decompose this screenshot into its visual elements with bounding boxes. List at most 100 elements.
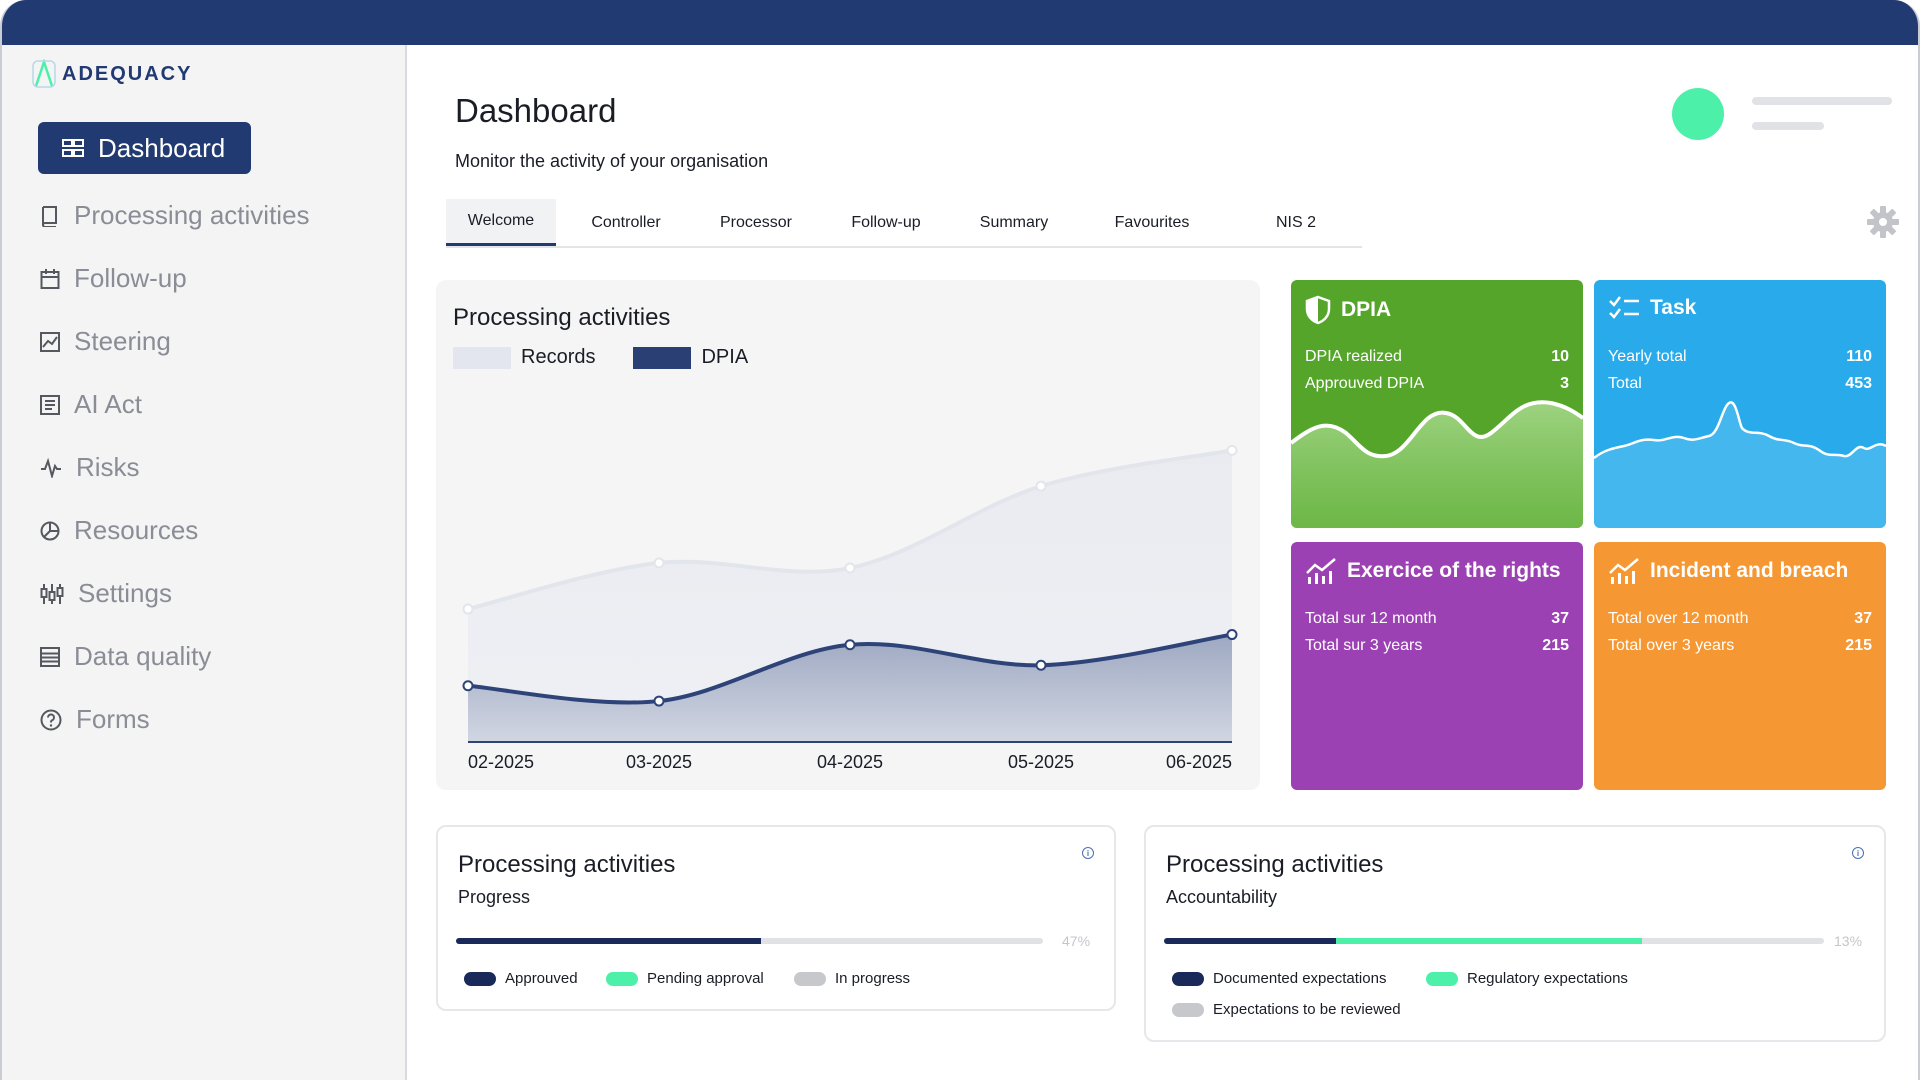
sidebar-item-label: Follow-up — [74, 263, 187, 293]
tile-header: Task — [1608, 295, 1696, 321]
tile-row-label: DPIA realized — [1305, 348, 1402, 365]
help-icon — [40, 709, 62, 730]
page-title: Dashboard — [455, 92, 617, 129]
exercice-of-rights-tile[interactable]: Exercice of the rights Total sur 12 mont… — [1291, 542, 1583, 790]
progress-percent: 47% — [1062, 933, 1091, 949]
legend-pending-approval: Pending approval — [606, 970, 764, 987]
tab-bar: Welcome Controller Processor Follow-up S… — [446, 199, 1362, 248]
tile-row-value: 3 — [1560, 375, 1569, 392]
card-title: Processing activities — [458, 851, 676, 878]
x-tick-label: 02-2025 — [468, 752, 534, 772]
sidebar-item-follow-up[interactable]: Follow-up — [40, 263, 187, 294]
tile-header: Incident and breach — [1608, 557, 1848, 585]
card-subtitle: Progress — [458, 887, 531, 907]
legend-swatch-records — [453, 346, 511, 369]
data-point-records-1 — [653, 557, 665, 569]
list-icon — [40, 646, 60, 667]
tile-row-value: 215 — [1845, 637, 1872, 654]
accountability-segment-1 — [1335, 938, 1643, 944]
sidebar-item-processing-activities[interactable]: Processing activities — [40, 200, 310, 231]
area-chart: 02-2025 03-2025 04-2025 05-2025 06-2025 — [462, 444, 1238, 772]
tab-follow-up[interactable]: Follow-up — [851, 213, 921, 231]
tab-processor[interactable]: Processor — [719, 213, 793, 231]
legend-swatch — [464, 971, 496, 986]
sidebar-item-forms[interactable]: Forms — [40, 704, 150, 735]
task-sparkline — [1594, 401, 1886, 528]
legend-swatch — [1172, 1002, 1204, 1017]
sidebar-item-dashboard[interactable]: Dashboard — [38, 122, 251, 174]
tab-welcome[interactable]: Welcome — [446, 199, 556, 246]
card-subtitle: Accountability — [1166, 887, 1278, 907]
tile-title: Task — [1650, 296, 1697, 319]
sidebar-item-label: Risks — [76, 452, 140, 482]
progress-card: Processing activities Progress i 47% App… — [436, 825, 1116, 1011]
tile-row: DPIA realized 10 — [1305, 348, 1569, 366]
pulse-icon — [41, 457, 61, 478]
sidebar-item-label: Settings — [78, 578, 172, 608]
data-point-dpia-2 — [844, 639, 856, 651]
data-point-records-3 — [1035, 480, 1047, 492]
x-tick-label: 04-2025 — [817, 752, 883, 772]
info-icon[interactable]: i — [1852, 847, 1864, 859]
x-tick-label: 05-2025 — [1008, 752, 1074, 772]
legend-swatch-dpia — [633, 346, 692, 369]
sidebar-item-label: Resources — [74, 515, 199, 545]
sidebar-item-steering[interactable]: Steering — [40, 326, 171, 357]
sidebar-item-label: Steering — [74, 326, 171, 356]
sidebar-item-resources[interactable]: Resources — [40, 515, 198, 546]
tab-summary[interactable]: Summary — [979, 213, 1049, 231]
tile-row: Total sur 12 month 37 — [1305, 610, 1569, 628]
user-role-placeholder — [1752, 122, 1824, 130]
chart-icon — [40, 331, 60, 352]
legend-in-progress: In progress — [794, 970, 910, 987]
tile-row-value: 10 — [1551, 348, 1569, 365]
accountability-percent: 13% — [1834, 933, 1863, 949]
logo-text: ADEQUACY — [62, 62, 193, 85]
tile-title: Exercice of the rights — [1347, 559, 1561, 582]
checklist-icon — [1609, 296, 1639, 319]
x-tick-label: 03-2025 — [626, 752, 692, 772]
accountability-bar — [1164, 938, 1824, 944]
sidebar-item-ai-act[interactable]: AI Act — [40, 389, 142, 420]
task-tile[interactable]: Task Yearly total 110 Total 453 — [1594, 280, 1886, 528]
progress-segment-0 — [456, 938, 762, 944]
shield-icon — [1305, 295, 1331, 325]
legend-label: Pending approval — [647, 970, 764, 987]
tile-row: Total over 12 month 37 — [1608, 610, 1872, 628]
tile-row: Approuved DPIA 3 — [1305, 375, 1569, 393]
page-subtitle: Monitor the activity of your organisatio… — [455, 151, 769, 171]
progress-bar — [456, 938, 1043, 944]
gear-icon[interactable] — [1866, 205, 1900, 239]
tab-nis-2[interactable]: NIS 2 — [1275, 213, 1316, 231]
sidebar-item-settings[interactable]: Settings — [40, 578, 172, 609]
tile-row-value: 37 — [1854, 610, 1872, 627]
processing-activities-chart-card: Processing activities Records DPIA 02-20… — [436, 280, 1260, 790]
avatar[interactable] — [1672, 88, 1724, 140]
legend-label: Documented expectations — [1213, 970, 1387, 987]
pie-icon — [40, 521, 60, 540]
tile-title: Incident and breach — [1650, 559, 1849, 582]
legend-swatch — [606, 971, 638, 986]
info-icon[interactable]: i — [1082, 847, 1094, 859]
tile-row-label: Total sur 12 month — [1305, 610, 1437, 627]
sidebar-item-risks[interactable]: Risks — [40, 452, 140, 483]
incident-and-breach-tile[interactable]: Incident and breach Total over 12 month 3… — [1594, 542, 1886, 790]
data-point-dpia-4 — [1226, 629, 1238, 641]
data-point-dpia-0 — [462, 680, 474, 692]
top-bar — [2, 0, 1918, 45]
card-title: Processing activities — [1166, 851, 1384, 878]
tile-row: Total over 3 years 215 — [1608, 637, 1872, 655]
data-point-records-0 — [462, 603, 474, 615]
sidebar-item-data-quality[interactable]: Data quality — [40, 641, 211, 672]
bar-chart-icon — [1306, 558, 1336, 584]
logo-icon — [32, 59, 56, 88]
tab-controller[interactable]: Controller — [591, 213, 661, 231]
tile-row: Yearly total 110 — [1608, 348, 1872, 366]
chart-legend: Records DPIA — [453, 346, 748, 369]
legend-documented-expectations: Documented expectations — [1172, 970, 1386, 987]
logo: ADEQUACY — [32, 59, 192, 89]
legend-label-records: Records — [521, 346, 596, 368]
legend-label: In progress — [835, 970, 911, 987]
tab-favourites[interactable]: Favourites — [1114, 213, 1190, 231]
dpia-tile[interactable]: DPIA DPIA realized 10 Approuved DPIA 3 — [1291, 280, 1583, 528]
